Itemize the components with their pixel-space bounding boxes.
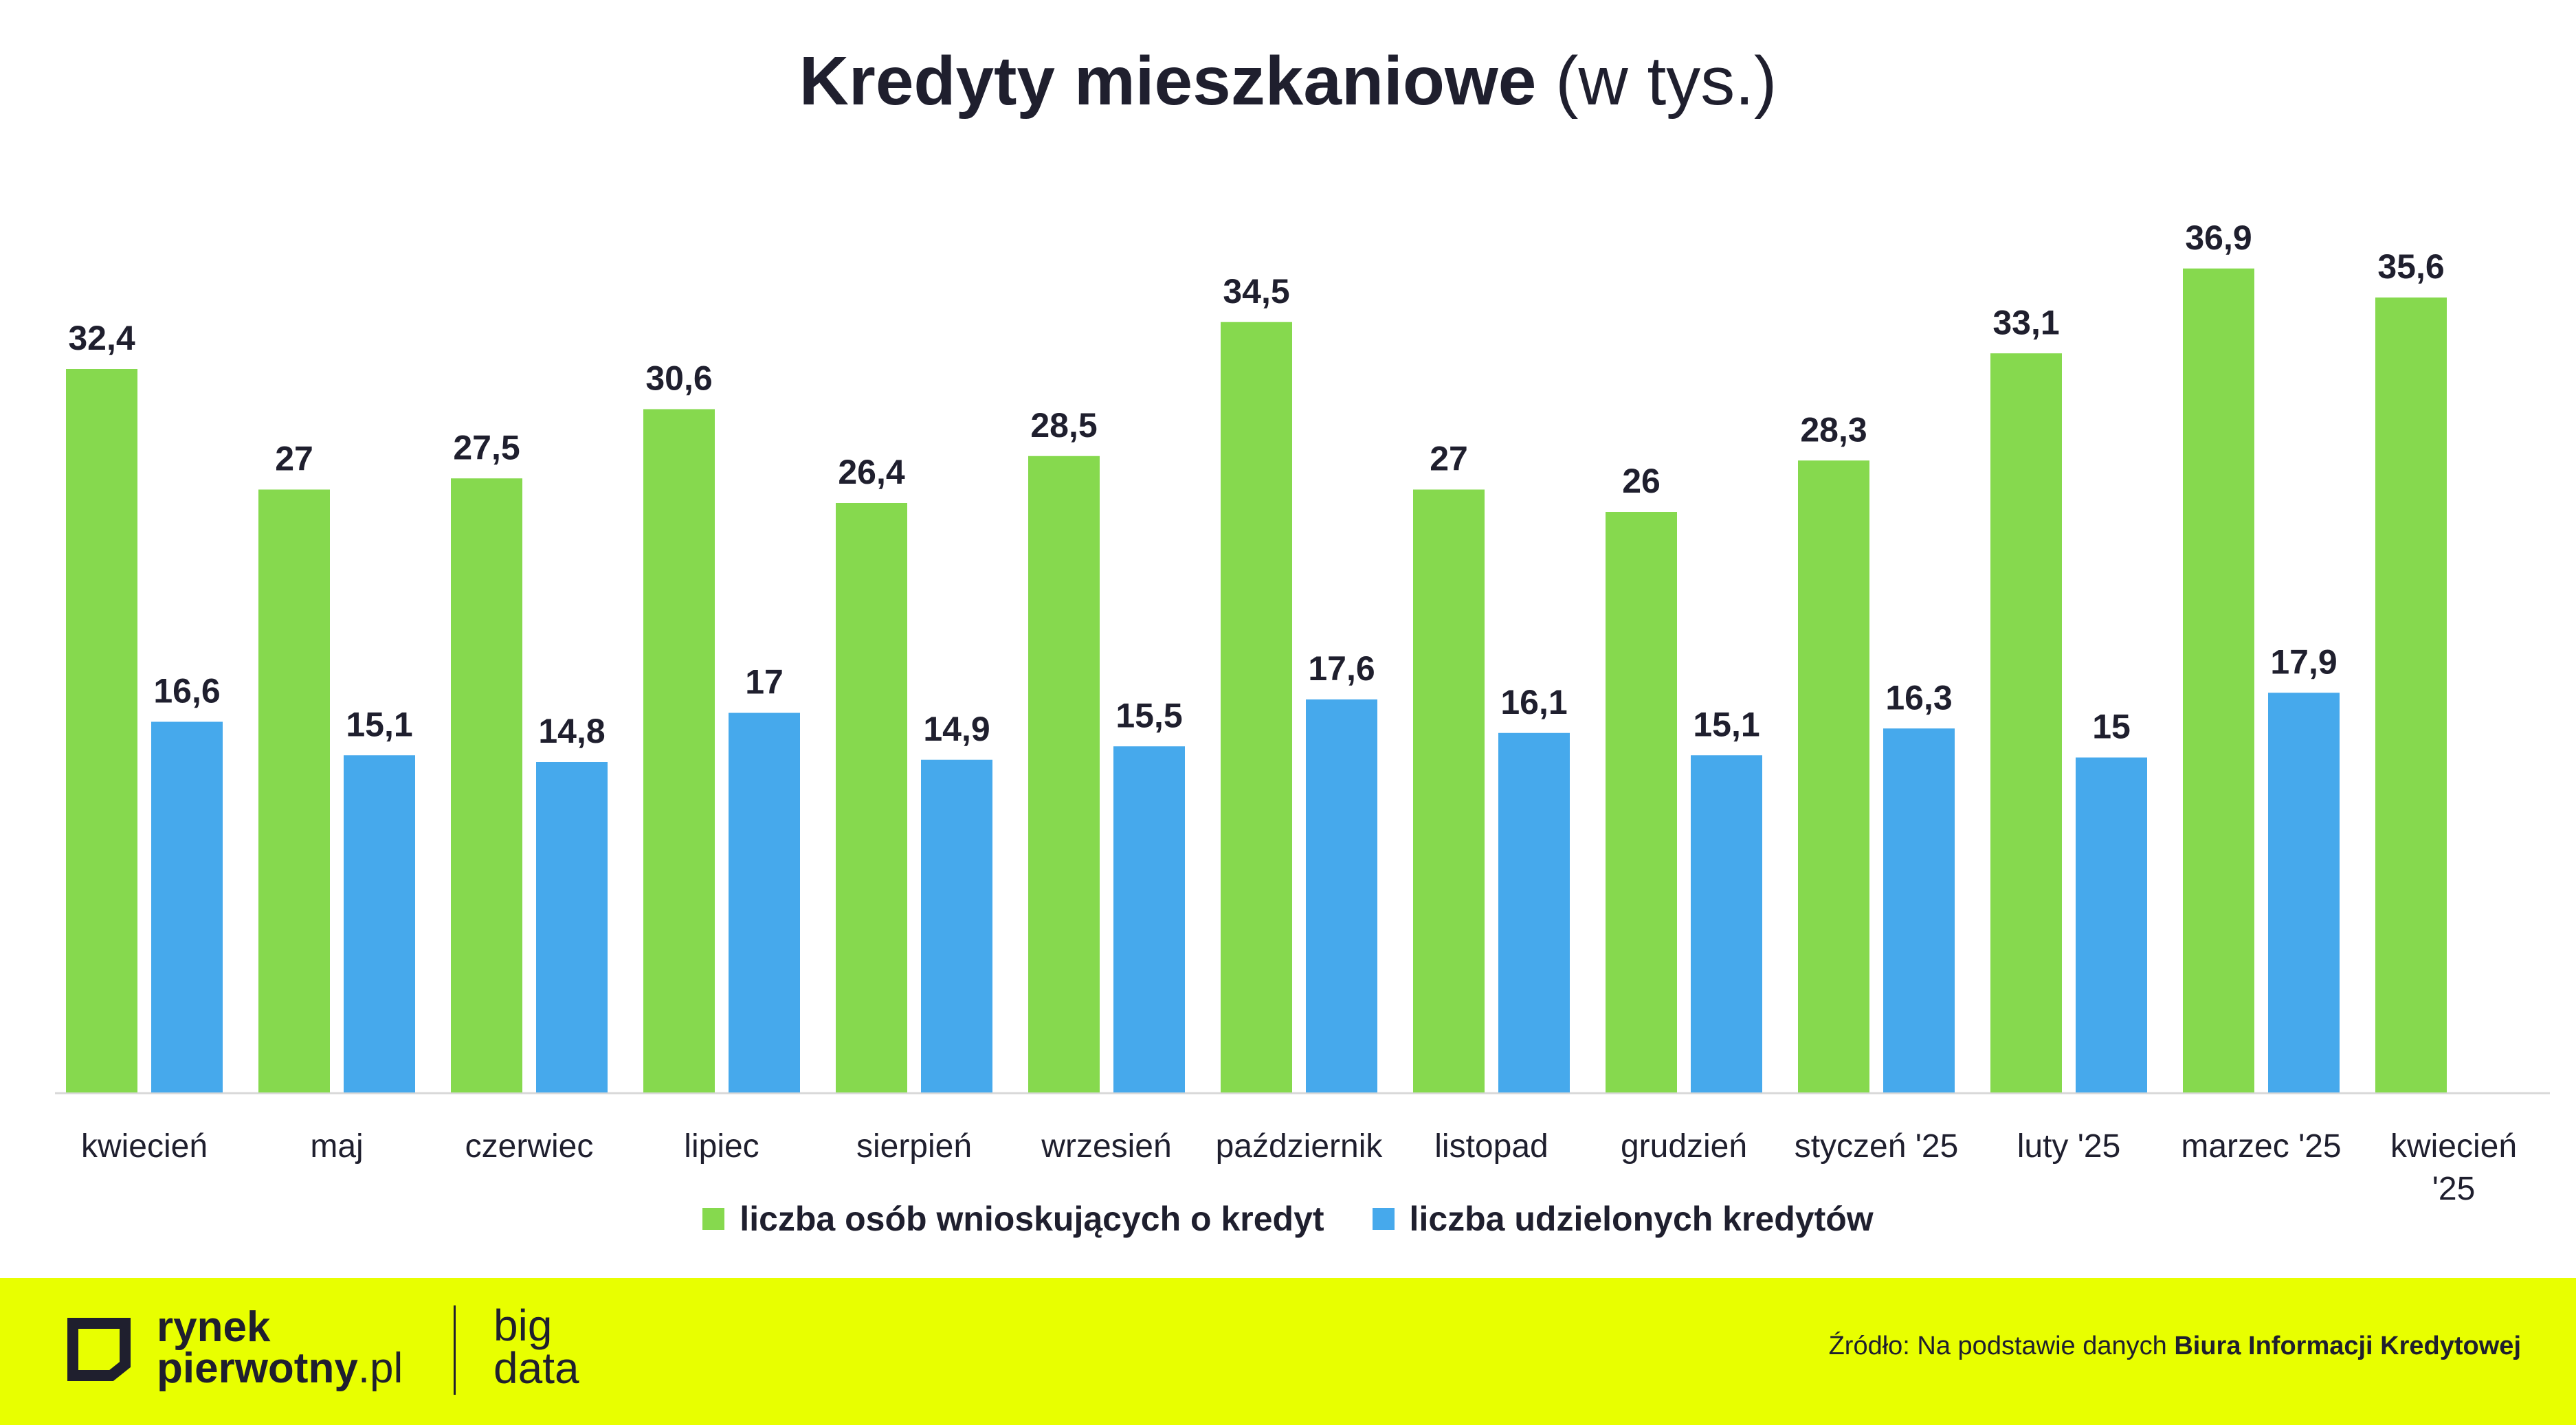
x-tick-label-0: kwiecień <box>81 1128 208 1165</box>
x-tick-label-11: marzec '25 <box>2181 1128 2341 1165</box>
data-label-granted-9: 16,3 <box>1885 678 1952 717</box>
data-label-applications-5: 28,5 <box>1030 406 1097 445</box>
source-bold: Biura Informacji Kredytowej <box>2174 1332 2521 1360</box>
data-label-granted-5: 15,5 <box>1115 696 1182 734</box>
chart-title-unit: (w tys.) <box>1555 43 1777 120</box>
legend-label-applications: liczba osób wnioskujących o kredyt <box>740 1200 1324 1238</box>
data-label-granted-6: 17,6 <box>1308 649 1375 688</box>
data-label-applications-10: 33,1 <box>1992 303 2059 341</box>
bar-applications-6 <box>1221 322 1292 1092</box>
x-tick-label-4: sierpień <box>856 1128 972 1165</box>
data-label-granted-3: 17 <box>745 663 784 702</box>
bigdata-line-1: big <box>493 1301 553 1350</box>
x-tick-label-10: luty '25 <box>2017 1128 2121 1165</box>
data-label-granted-11: 17,9 <box>2270 642 2337 681</box>
bar-granted-4 <box>921 759 992 1092</box>
data-label-granted-8: 15,1 <box>1693 705 1759 743</box>
bar-applications-7 <box>1413 489 1485 1092</box>
legend-item-granted: liczba udzielonych kredytów <box>1372 1199 1874 1239</box>
x-tick-label-1: maj <box>310 1128 363 1165</box>
bigdata-logo-text: big data <box>493 1301 579 1393</box>
bar-applications-0 <box>66 369 137 1092</box>
legend-label-granted: liczba udzielonych kredytów <box>1409 1200 1874 1238</box>
data-label-applications-7: 27 <box>1430 440 1468 478</box>
bar-granted-3 <box>729 712 800 1092</box>
x-tick-label-6: październik <box>1216 1128 1384 1165</box>
bigdata-line-2: data <box>493 1343 579 1393</box>
data-label-applications-0: 32,4 <box>68 319 135 357</box>
bar-granted-10 <box>2076 757 2147 1092</box>
data-label-granted-4: 14,9 <box>923 710 990 748</box>
data-label-applications-2: 27,5 <box>453 428 520 467</box>
bar-applications-11 <box>2183 268 2254 1092</box>
legend-item-applications: liczba osób wnioskujących o kredyt <box>702 1199 1324 1239</box>
bar-applications-2 <box>451 478 522 1092</box>
bar-applications-10 <box>1990 353 2062 1092</box>
x-tick-label-12: kwiecień '25 <box>2390 1128 2517 1207</box>
data-label-applications-11: 36,9 <box>2185 218 2252 257</box>
bar-granted-6 <box>1306 699 1377 1092</box>
x-tick-label-9: styczeń '25 <box>1795 1128 1959 1165</box>
data-label-applications-1: 27 <box>275 440 313 478</box>
brand-logo-text: rynek pierwotny.pl <box>157 1303 403 1392</box>
bar-granted-9 <box>1883 728 1955 1092</box>
bar-applications-8 <box>1606 512 1677 1092</box>
data-label-granted-7: 16,1 <box>1500 683 1567 721</box>
bar-applications-5 <box>1028 456 1100 1092</box>
data-label-applications-4: 26,4 <box>838 453 905 491</box>
legend-swatch-green <box>702 1208 725 1230</box>
data-label-granted-10: 15 <box>2092 708 2131 746</box>
x-tick-label-3: lipiec <box>684 1128 759 1165</box>
bar-granted-8 <box>1691 755 1762 1092</box>
data-label-applications-6: 34,5 <box>1223 272 1289 311</box>
bar-granted-5 <box>1113 746 1185 1092</box>
data-label-applications-9: 28,3 <box>1800 410 1867 449</box>
x-tick-label-8: grudzień <box>1621 1128 1747 1165</box>
x-tick-label-5: wrzesień <box>1041 1128 1171 1165</box>
chart-legend: liczba osób wnioskujących o kredyt liczb… <box>0 1199 2576 1239</box>
bar-applications-1 <box>258 489 330 1092</box>
data-label-granted-1: 15,1 <box>346 705 412 743</box>
bar-applications-4 <box>836 503 907 1092</box>
source-note: Źródło: Na podstawie danych Biura Inform… <box>1829 1332 2521 1361</box>
bar-chart: 32,4 16,6 kwiecień 27 15,1 maj 27,5 14,8 czerwie… <box>55 218 2550 1207</box>
legend-swatch-blue <box>1372 1208 1395 1230</box>
data-label-applications-12: 35,6 <box>2377 247 2444 286</box>
brand-line-1: rynek <box>157 1303 271 1351</box>
x-tick-label-2: czerwiec <box>465 1128 594 1165</box>
bar-granted-2 <box>536 762 608 1092</box>
bar-granted-7 <box>1498 732 1570 1092</box>
chart-title: Kredyty mieszkaniowe (w tys.) <box>0 40 2576 122</box>
logo-icon <box>67 1318 131 1381</box>
footer-bar: rynek pierwotny.pl big data Źródło: Na p… <box>0 1278 2576 1425</box>
brand-line-2: pierwotny <box>157 1345 358 1392</box>
bar-granted-11 <box>2268 693 2340 1092</box>
bar-applications-3 <box>643 409 715 1092</box>
data-label-granted-2: 14,8 <box>538 712 605 750</box>
bar-applications-12 <box>2375 298 2447 1092</box>
footer-divider <box>454 1305 456 1395</box>
data-label-granted-0: 16,6 <box>153 672 220 710</box>
source-prefix: Źródło: Na podstawie danych <box>1828 1332 2175 1360</box>
brand-suffix: .pl <box>357 1345 403 1392</box>
data-label-applications-8: 26 <box>1622 462 1661 500</box>
bar-granted-0 <box>151 721 223 1092</box>
bar-applications-9 <box>1798 460 1869 1092</box>
bar-granted-1 <box>344 755 415 1092</box>
data-label-applications-3: 30,6 <box>645 359 712 398</box>
chart-title-main: Kredyty mieszkaniowe <box>799 43 1537 120</box>
x-tick-label-7: listopad <box>1434 1128 1548 1165</box>
